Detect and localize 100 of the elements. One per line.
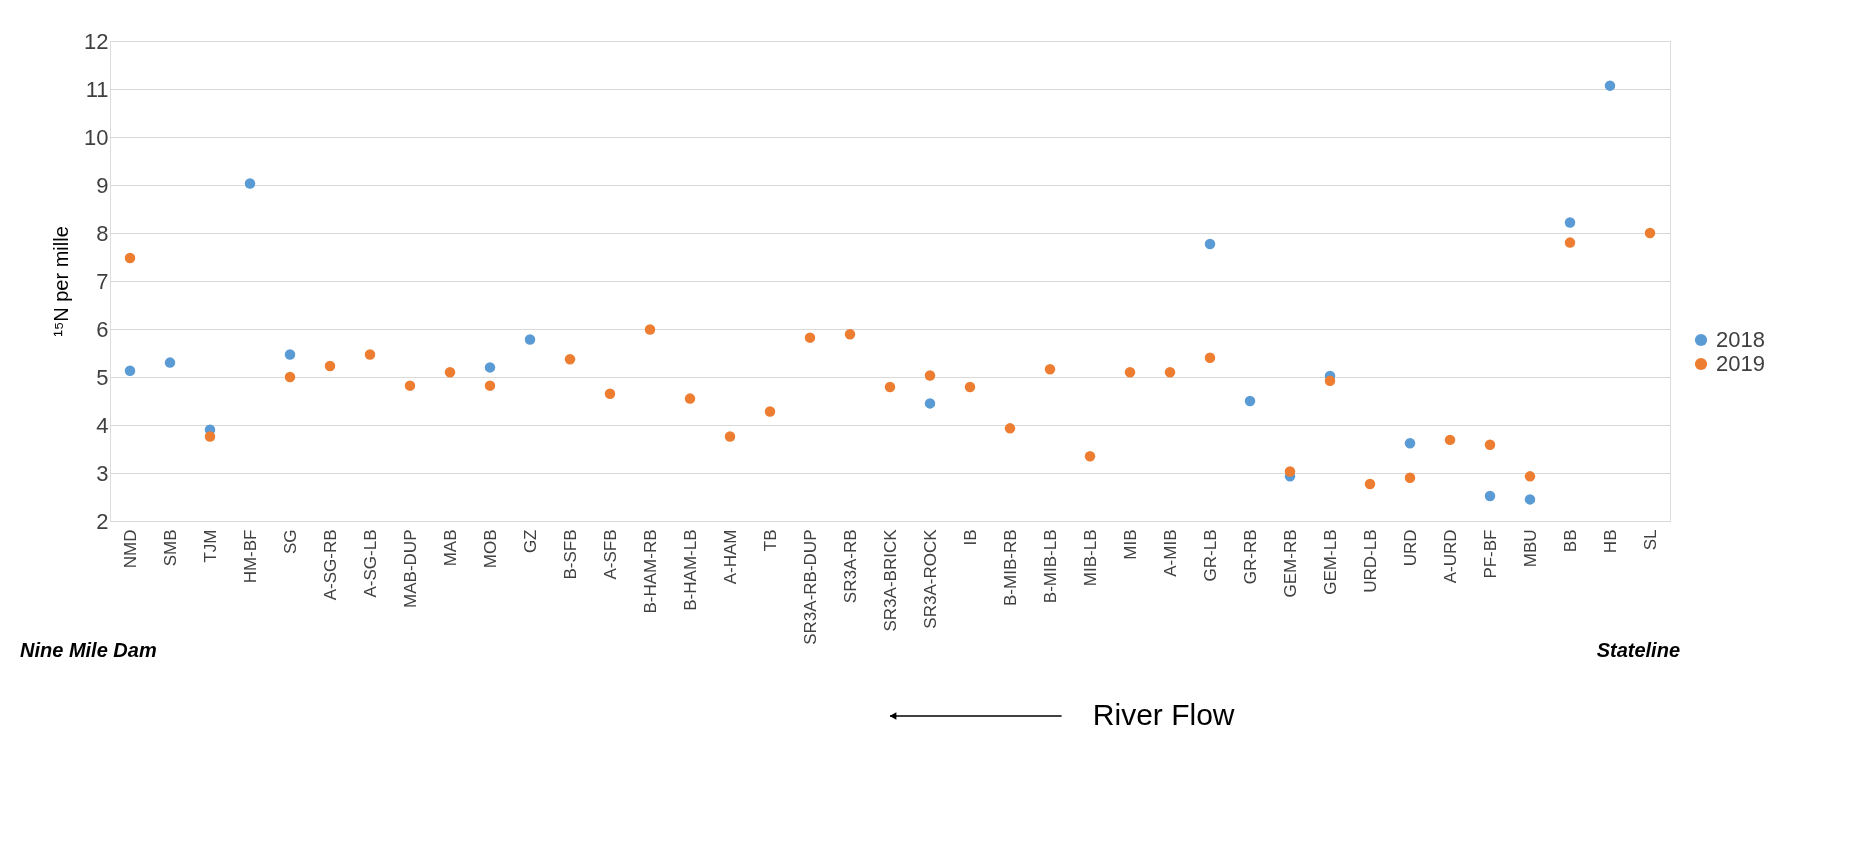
y-tick-label: 4	[96, 412, 109, 438]
point	[484, 362, 496, 373]
point	[444, 366, 456, 378]
x-tick-label: SR3A-ROCK	[920, 528, 940, 629]
point	[1524, 494, 1536, 505]
x-tick-label: A-SG-LB	[360, 529, 380, 598]
x-tick-label: TJM	[200, 529, 220, 563]
x-tick-label: SR3A-BRICK	[880, 528, 900, 632]
point	[1524, 471, 1536, 482]
point	[924, 398, 936, 409]
point	[484, 380, 496, 391]
x-tick-label: HM-BF	[240, 529, 260, 584]
x-tick-label: SL	[1640, 529, 1660, 551]
y-tick-label: 12	[84, 28, 109, 54]
y-tick-label: 5	[96, 364, 109, 390]
point	[124, 365, 136, 376]
point	[564, 354, 576, 365]
y-axis-title: ¹⁵N per mille	[50, 226, 73, 337]
x-tick-label: PF-BF	[1480, 529, 1500, 579]
point	[164, 357, 176, 368]
point	[684, 393, 696, 404]
point	[884, 381, 896, 393]
x-tick-label: B-MIB-LB	[1040, 529, 1060, 604]
x-tick-label: B-SFB	[560, 529, 580, 580]
x-tick-label: URD-LB	[1360, 529, 1380, 593]
point	[1284, 466, 1296, 477]
x-tick-label: SR3A-RB	[840, 529, 860, 604]
point	[124, 252, 136, 264]
point	[1244, 395, 1256, 407]
point	[404, 380, 416, 391]
point	[204, 431, 216, 442]
point	[604, 388, 616, 400]
x-tick-label: A-HAM	[720, 529, 740, 585]
point	[1044, 364, 1056, 375]
x-tick-label: BB	[1560, 529, 1580, 553]
x-tick-label: B-HAM-LB	[680, 529, 700, 611]
point	[924, 370, 936, 381]
x-tick-label: GZ	[520, 529, 540, 554]
point	[1404, 438, 1416, 449]
point	[1484, 490, 1496, 502]
x-tick-label: GR-RB	[1240, 529, 1260, 585]
x-tick-label: B-HAM-RB	[640, 529, 660, 614]
point	[284, 371, 296, 383]
x-tick-label: A-SFB	[600, 529, 620, 580]
point	[1324, 375, 1336, 387]
legend-label: 2018	[1716, 327, 1765, 352]
x-tick-label: A-SG-RB	[320, 529, 340, 601]
x-tick-label: MIB-LB	[1080, 529, 1100, 587]
y-tick-label: 3	[96, 460, 109, 486]
x-tick-label: A-MIB	[1160, 529, 1180, 577]
legend-label: 2019	[1716, 351, 1765, 376]
x-tick-label: URD	[1400, 529, 1420, 567]
point	[964, 381, 976, 393]
point	[1084, 450, 1096, 462]
y-tick-label: 6	[96, 316, 109, 342]
y-tick-label: 2	[96, 508, 109, 534]
x-tick-label: MAB	[440, 529, 460, 567]
point	[284, 349, 296, 360]
point	[524, 334, 536, 345]
text: River Flow	[1092, 698, 1235, 731]
y-tick-label: 7	[96, 268, 109, 294]
point	[1604, 80, 1616, 91]
point	[1204, 352, 1216, 364]
y-tick-label: 11	[85, 76, 109, 102]
x-tick-label: MIB	[1120, 529, 1140, 560]
point	[364, 349, 376, 360]
point	[1564, 217, 1576, 228]
point	[1644, 227, 1656, 239]
y-tick-label: 10	[84, 124, 109, 150]
x-tick-label: GEM-RB	[1280, 529, 1300, 598]
x-tick-label: MAB-DUP	[400, 529, 420, 608]
point	[1364, 478, 1376, 490]
point	[1564, 237, 1576, 248]
point	[1444, 434, 1456, 446]
x-tick-label: NMD	[120, 529, 140, 569]
x-tick-label: MOB	[480, 529, 500, 569]
text: Nine Mile Dam	[20, 639, 157, 661]
x-tick-label: IB	[960, 529, 980, 546]
point	[244, 178, 256, 189]
x-tick-label: HB	[1600, 529, 1620, 554]
x-tick-label: SG	[280, 529, 300, 555]
point	[644, 324, 656, 335]
point	[1404, 472, 1416, 484]
point	[1164, 366, 1176, 378]
point	[324, 360, 336, 372]
point	[804, 332, 816, 343]
x-tick-label: A-URD	[1440, 529, 1460, 584]
point	[1004, 423, 1016, 434]
point	[1204, 238, 1216, 250]
text: Stateline	[1596, 639, 1680, 661]
y-tick-label: 8	[96, 220, 109, 246]
point	[1124, 366, 1136, 378]
x-tick-label: SR3A-RB-DUP	[800, 529, 820, 645]
x-tick-label: SMB	[160, 529, 180, 567]
x-tick-label: GR-LB	[1200, 529, 1220, 582]
point	[1484, 439, 1496, 450]
x-tick-label: MBU	[1520, 529, 1540, 568]
x-tick-label: B-MIB-RB	[1000, 529, 1020, 606]
x-tick-label: TB	[760, 529, 780, 552]
x-tick-label: GEM-LB	[1320, 529, 1340, 595]
